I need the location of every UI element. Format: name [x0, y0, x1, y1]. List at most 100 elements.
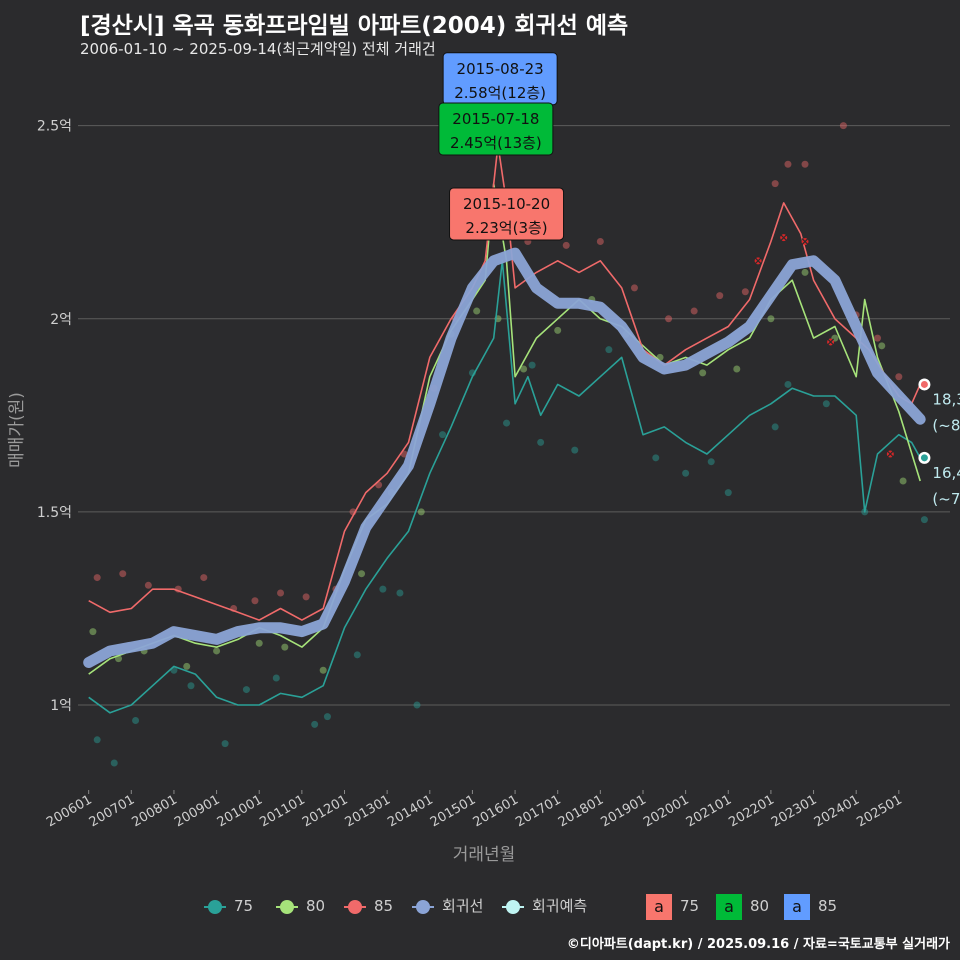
x-tick-label: 201301 [343, 792, 393, 830]
end-area-label: (~75㎡) [932, 490, 960, 508]
cross-marker [780, 234, 788, 242]
data-point-s85 [839, 122, 847, 130]
data-point-s80 [255, 639, 263, 647]
legend-box-item-box80: a 80 [716, 893, 769, 921]
annotation-price: 2.45억(13층) [450, 134, 542, 152]
data-point-s75 [503, 419, 511, 427]
legend-item-s75: 75 [202, 893, 253, 921]
x-tick-label: 200801 [129, 792, 179, 830]
x-tick-label: 201201 [300, 792, 350, 830]
legend-box-swatch: a [716, 893, 742, 920]
data-point-s80 [213, 647, 221, 655]
legend-key-s80 [274, 894, 300, 920]
data-point-s75 [272, 674, 280, 682]
data-point-s75 [379, 585, 387, 593]
legend-item-forecast: 회귀예측 [500, 893, 587, 921]
data-point-s75 [771, 423, 779, 431]
y-tick-label: 1.5억 [37, 505, 72, 521]
data-point-s85 [741, 288, 749, 296]
data-point-s85 [630, 284, 638, 292]
x-tick-label: 200601 [44, 792, 94, 830]
data-point-s80 [358, 570, 366, 578]
data-point-s75 [187, 682, 195, 690]
cross-marker [827, 338, 835, 346]
data-point-s80 [281, 643, 289, 651]
end-value-label: 18,300 [932, 390, 960, 408]
annotation-date: 2015-10-20 [463, 195, 550, 213]
legend-box-label: 75 [680, 897, 700, 915]
data-point-s85 [665, 315, 673, 323]
legend-box-label: 85 [818, 897, 838, 915]
legend-key-s85 [342, 894, 368, 920]
x-tick-label: 201101 [257, 792, 307, 830]
annotation-date: 2015-08-23 [457, 60, 544, 78]
data-point-s75 [652, 454, 660, 462]
legend-label: 회귀예측 [532, 897, 588, 915]
data-point-s75 [93, 736, 101, 744]
x-tick-label: 202201 [726, 792, 776, 830]
x-tick-label: 201701 [513, 792, 563, 830]
legend-label: 75 [234, 897, 254, 915]
y-axis-title: 매매가(원) [7, 392, 27, 468]
data-point-s85 [716, 292, 724, 300]
x-tick-label: 201601 [471, 792, 521, 830]
legend-box-swatch: a [646, 893, 672, 920]
data-point-s75 [132, 716, 140, 724]
data-point-s75 [920, 516, 928, 524]
data-point-s80 [89, 628, 97, 636]
x-tick-label: 201501 [428, 792, 478, 830]
data-point-s85 [144, 581, 152, 589]
legend-item-s80: 80 [274, 893, 325, 921]
data-point-s75 [353, 651, 361, 659]
cross-marker [801, 238, 809, 245]
data-point-s75 [242, 686, 250, 694]
annotation-box [438, 102, 554, 156]
x-tick-label: 202001 [641, 792, 691, 830]
legend-box-swatch: a [784, 893, 810, 920]
cross-marker [886, 450, 894, 458]
data-point-s75 [311, 720, 319, 728]
x-tick-label: 201801 [556, 792, 606, 830]
x-tick-label: 202501 [854, 792, 904, 830]
data-point-s85 [251, 597, 259, 605]
data-point-s75 [537, 438, 545, 446]
y-tick-label: 2억 [50, 312, 72, 328]
annotation-box [449, 187, 565, 241]
x-tick-label: 202101 [684, 792, 734, 830]
legend-box-item-box85: a 85 [784, 893, 837, 921]
data-point-s75 [724, 489, 732, 497]
data-point-s75 [682, 469, 690, 477]
series-line-s75 [88, 260, 921, 714]
annotation-price: 2.58억(12층) [454, 84, 546, 102]
y-tick-label: 1억 [50, 698, 72, 714]
x-tick-label: 200901 [172, 792, 222, 830]
data-point-s85 [277, 589, 285, 597]
data-point-s85 [784, 160, 792, 168]
data-point-s85 [200, 574, 208, 582]
x-tick-label: 202401 [812, 792, 862, 830]
regression-line [83, 247, 926, 668]
data-point-s85 [93, 574, 101, 582]
data-point-s80 [183, 662, 191, 670]
data-point-s75 [707, 458, 715, 466]
data-point-s75 [323, 713, 331, 721]
data-point-s75 [784, 380, 792, 388]
legend-box-item-box75: a 75 [646, 893, 699, 921]
data-point-s85 [119, 570, 127, 578]
legend-item-s85: 85 [342, 893, 393, 921]
x-tick-label: 201901 [598, 792, 648, 830]
end-point-s85 [920, 380, 928, 388]
data-point-s75 [413, 701, 421, 709]
end-area-label: (~85㎡) [932, 416, 960, 434]
data-point-s75 [439, 431, 447, 439]
data-point-s75 [221, 740, 229, 748]
data-point-s85 [690, 307, 698, 315]
data-point-s85 [874, 334, 882, 342]
data-point-s80 [899, 477, 907, 485]
x-tick-label: 201001 [215, 792, 265, 830]
data-point-s75 [110, 759, 118, 767]
data-point-s80 [554, 326, 562, 334]
data-point-s80 [319, 666, 327, 674]
annotation-price: 2.23억(3층) [465, 219, 547, 237]
end-value-label: 16,400 [932, 464, 960, 482]
